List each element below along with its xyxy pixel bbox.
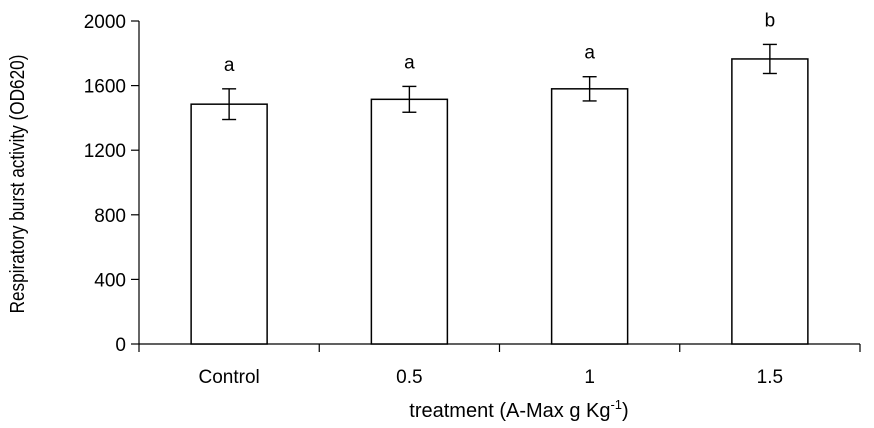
y-tick-label: 1600 <box>84 77 126 98</box>
y-axis-title: Respiratory burst activity (OD620) <box>6 55 29 314</box>
x-tick-label: Control <box>199 367 260 388</box>
x-axis-title-close: ) <box>622 400 629 422</box>
bars <box>190 58 809 345</box>
significance-label: a <box>224 55 235 76</box>
bar <box>370 98 449 345</box>
x-axis-title-main: treatment (A-Max g Kg <box>409 400 610 422</box>
x-axis-title-superscript: -1 <box>610 397 622 412</box>
bar <box>550 88 629 345</box>
labels: 0 400 800 1200 1600 2000 a Control a 0.5 a 1 b 1.5 <box>84 10 783 388</box>
x-tick-label: 1 <box>584 367 595 388</box>
error-bars <box>222 43 777 121</box>
y-tick-label: 0 <box>115 335 126 356</box>
x-tick-label: 1.5 <box>757 367 783 388</box>
bar <box>731 58 809 345</box>
y-tick-label: 2000 <box>84 12 126 33</box>
significance-label: a <box>584 43 595 64</box>
significance-label: a <box>404 52 415 73</box>
x-tick-label: 0.5 <box>396 367 422 388</box>
x-axis-title: treatment (A-Max g Kg-1) <box>409 397 628 422</box>
significance-label: b <box>765 10 776 31</box>
y-tick-label: 400 <box>94 270 126 291</box>
y-tick-label: 800 <box>94 206 126 227</box>
y-tick-label: 1200 <box>84 141 126 162</box>
bar <box>190 103 268 345</box>
